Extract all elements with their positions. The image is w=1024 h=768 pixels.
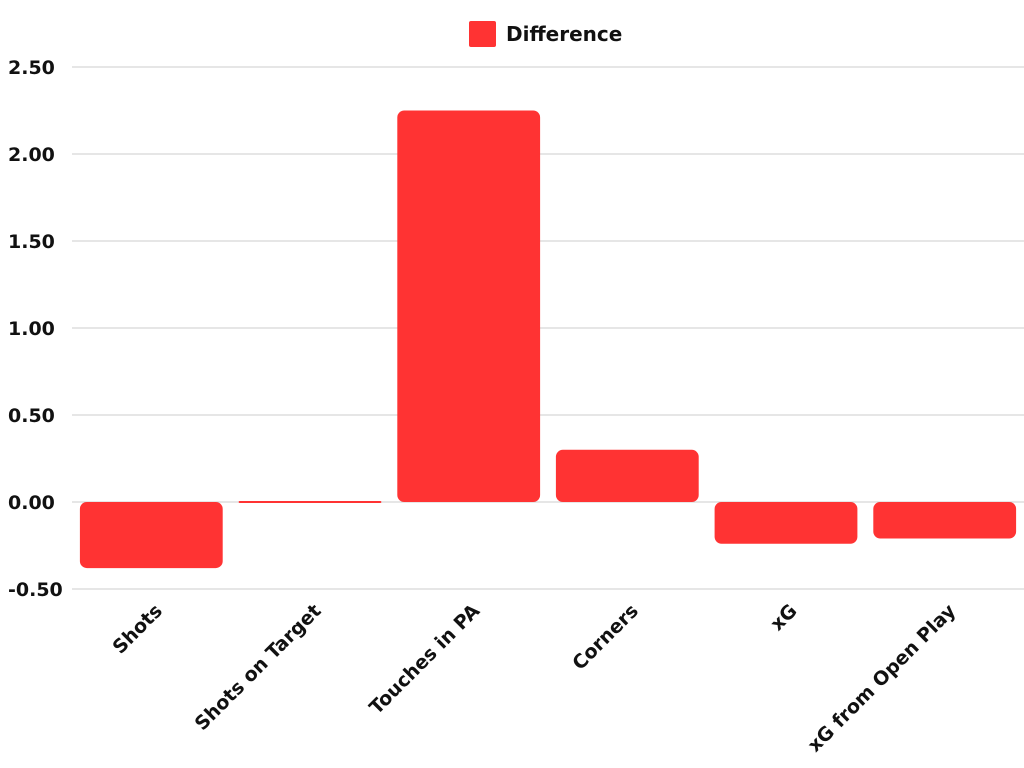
bar-layer — [79, 110, 1017, 569]
bar — [714, 502, 858, 544]
y-tick-label: 0.50 — [8, 405, 55, 427]
x-axis: Shots Shots on Target Touches in PA Corners… — [108, 600, 960, 757]
x-tick-label: Shots on Target — [191, 600, 326, 735]
x-tick-label: xG — [766, 600, 801, 635]
x-tick-label: xG from Open Play — [804, 600, 961, 757]
x-tick-label: Shots — [108, 600, 166, 658]
bar — [873, 502, 1017, 539]
x-tick-label: Corners — [568, 600, 643, 675]
y-tick-label: 0.00 — [8, 492, 55, 514]
grid-layer — [72, 66, 1024, 590]
y-tick-label: -0.50 — [8, 579, 63, 601]
bar — [79, 502, 223, 569]
legend-swatch — [469, 21, 496, 47]
bar — [555, 449, 699, 502]
y-tick-label: 2.50 — [8, 57, 55, 79]
legend-label: Difference — [506, 22, 622, 46]
y-tick-label: 2.00 — [8, 144, 55, 166]
y-tick-label: 1.50 — [8, 231, 55, 253]
y-tick-label: 1.00 — [8, 318, 55, 340]
bar — [397, 110, 541, 502]
y-axis: 2.50 2.00 1.50 1.00 0.50 0.00 -0.50 — [8, 57, 63, 601]
legend: Difference — [469, 21, 622, 47]
bar — [238, 501, 382, 503]
x-tick-label: Touches in PA — [365, 600, 484, 719]
